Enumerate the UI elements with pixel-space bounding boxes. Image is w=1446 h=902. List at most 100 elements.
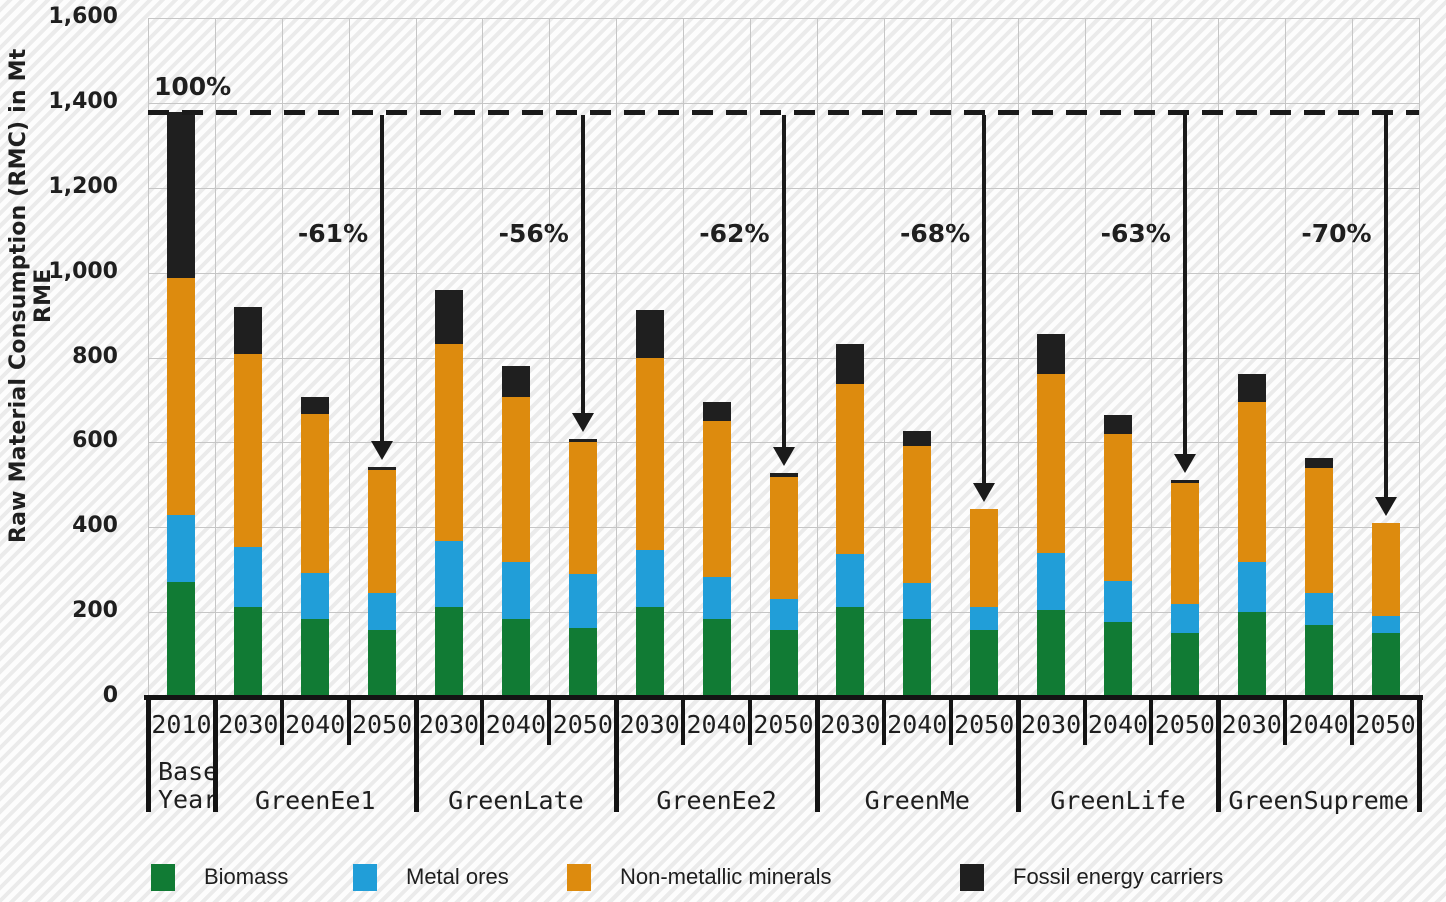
year-label: 2050 [753,710,814,739]
bar-segment-fossil-energy-carriers [836,344,865,384]
reduction-label: -68% [899,219,971,248]
bar-segment-non-metallic-minerals [1103,433,1132,581]
bar-segment-fossil-energy-carriers [1103,414,1132,434]
bar-segment-non-metallic-minerals [435,343,464,542]
group-separator [1015,697,1021,812]
legend-label: Biomass [204,864,289,889]
y-tick-label: 1,600 [48,4,118,29]
reduction-arrow [1383,115,1388,497]
bar-segment-fossil-energy-carriers [1170,479,1199,484]
bar-segment-fossil-energy-carriers [167,112,196,278]
bar-segment-metal-ores [836,554,865,607]
bar-segment-metal-ores [1170,604,1199,633]
year-label: 2030 [1020,710,1082,739]
bar-segment-non-metallic-minerals [769,476,798,600]
v-gridline [683,18,685,697]
bar-segment-non-metallic-minerals [234,353,263,548]
year-separator [948,697,953,745]
y-tick-label: 800 [72,343,118,369]
legend-item: Fossil energy carriers [960,862,1223,892]
reduction-arrow [580,115,585,413]
bar-segment-biomass [234,606,263,697]
legend-label: Metal ores [406,864,509,889]
bar-segment-non-metallic-minerals [301,414,330,574]
bar-segment-metal-ores [167,514,196,583]
year-label: 2040 [887,710,948,739]
group-separator [146,697,151,812]
y-tick-label: 1,400 [48,88,118,114]
bar-segment-metal-ores [234,547,263,607]
bar-segment-non-metallic-minerals [1237,402,1266,563]
bar-segment-metal-ores [501,562,530,620]
y-tick-label: 200 [72,598,118,624]
reduction-label: -61% [297,219,369,248]
legend-label: Fossil energy carriers [1013,864,1224,889]
v-gridline [1084,18,1086,697]
bar-segment-fossil-energy-carriers [234,307,263,354]
v-gridline [616,18,618,697]
y-tick-label: 0 [102,683,118,708]
v-gridline [415,18,417,697]
reduction-arrow [982,115,987,484]
v-gridline [750,18,752,697]
year-label: 2040 [686,710,747,739]
bar-segment-biomass [970,629,999,697]
bar-segment-metal-ores [903,582,932,620]
reduction-arrow [781,115,786,448]
bar-segment-biomass [769,629,798,697]
reduction-arrow-head [371,440,394,460]
group-separator [814,697,820,812]
legend-item: Biomass [151,862,288,892]
bar-segment-fossil-energy-carriers [1237,373,1266,403]
bar-segment-fossil-energy-carriers [635,310,664,358]
bar-segment-biomass [836,606,865,697]
y-tick-label: 1,000 [48,258,118,284]
year-label: 2050 [552,710,613,739]
bar-segment-non-metallic-minerals [702,421,731,578]
reduction-arrow-head [1173,453,1196,473]
v-gridline [1285,18,1287,697]
h-gridline [148,18,1419,19]
group-label: GreenMe [864,786,970,815]
group-separator [1417,697,1422,812]
bar-segment-biomass [1237,611,1266,697]
year-label: 2030 [1221,710,1282,739]
group-label: GreenLate [448,786,584,815]
reduction-arrow [380,115,385,441]
legend-item: Non-metallic minerals [567,862,832,892]
v-gridline [281,18,283,697]
bar-segment-fossil-energy-carriers [301,396,330,415]
bar-segment-biomass [1037,609,1066,697]
year-label: 2040 [485,710,547,739]
bar-segment-fossil-energy-carriers [903,430,932,447]
legend-item: Metal ores [353,862,509,892]
legend-swatch-metal-ores [353,863,377,891]
group-separator [212,697,218,812]
bar-segment-non-metallic-minerals [970,509,999,608]
legend-swatch-fossil-energy-carriers [960,863,984,891]
bar-segment-metal-ores [702,577,731,620]
v-gridline [1352,18,1354,697]
bar-segment-fossil-energy-carriers [368,466,397,471]
group-separator [614,697,620,812]
year-separator [346,697,351,745]
bar-segment-biomass [368,629,397,697]
y-tick-label: 400 [72,513,118,539]
v-gridline [1151,18,1153,697]
year-separator [547,697,552,745]
legend-swatch-biomass [151,863,175,891]
bar-segment-biomass [903,619,932,697]
reduction-label: -56% [498,219,569,248]
year-label: 2050 [1154,710,1215,739]
group-separator [413,697,419,812]
bar-segment-metal-ores [635,549,664,607]
reduction-arrow [1182,115,1187,454]
bar-segment-metal-ores [1103,580,1132,622]
reduction-label: -62% [699,219,770,248]
year-label: 2040 [1087,710,1149,739]
bar-segment-biomass [167,582,196,697]
bar-segment-biomass [1371,632,1400,697]
bar-segment-non-metallic-minerals [1304,467,1333,594]
x-axis-line [144,695,1423,700]
